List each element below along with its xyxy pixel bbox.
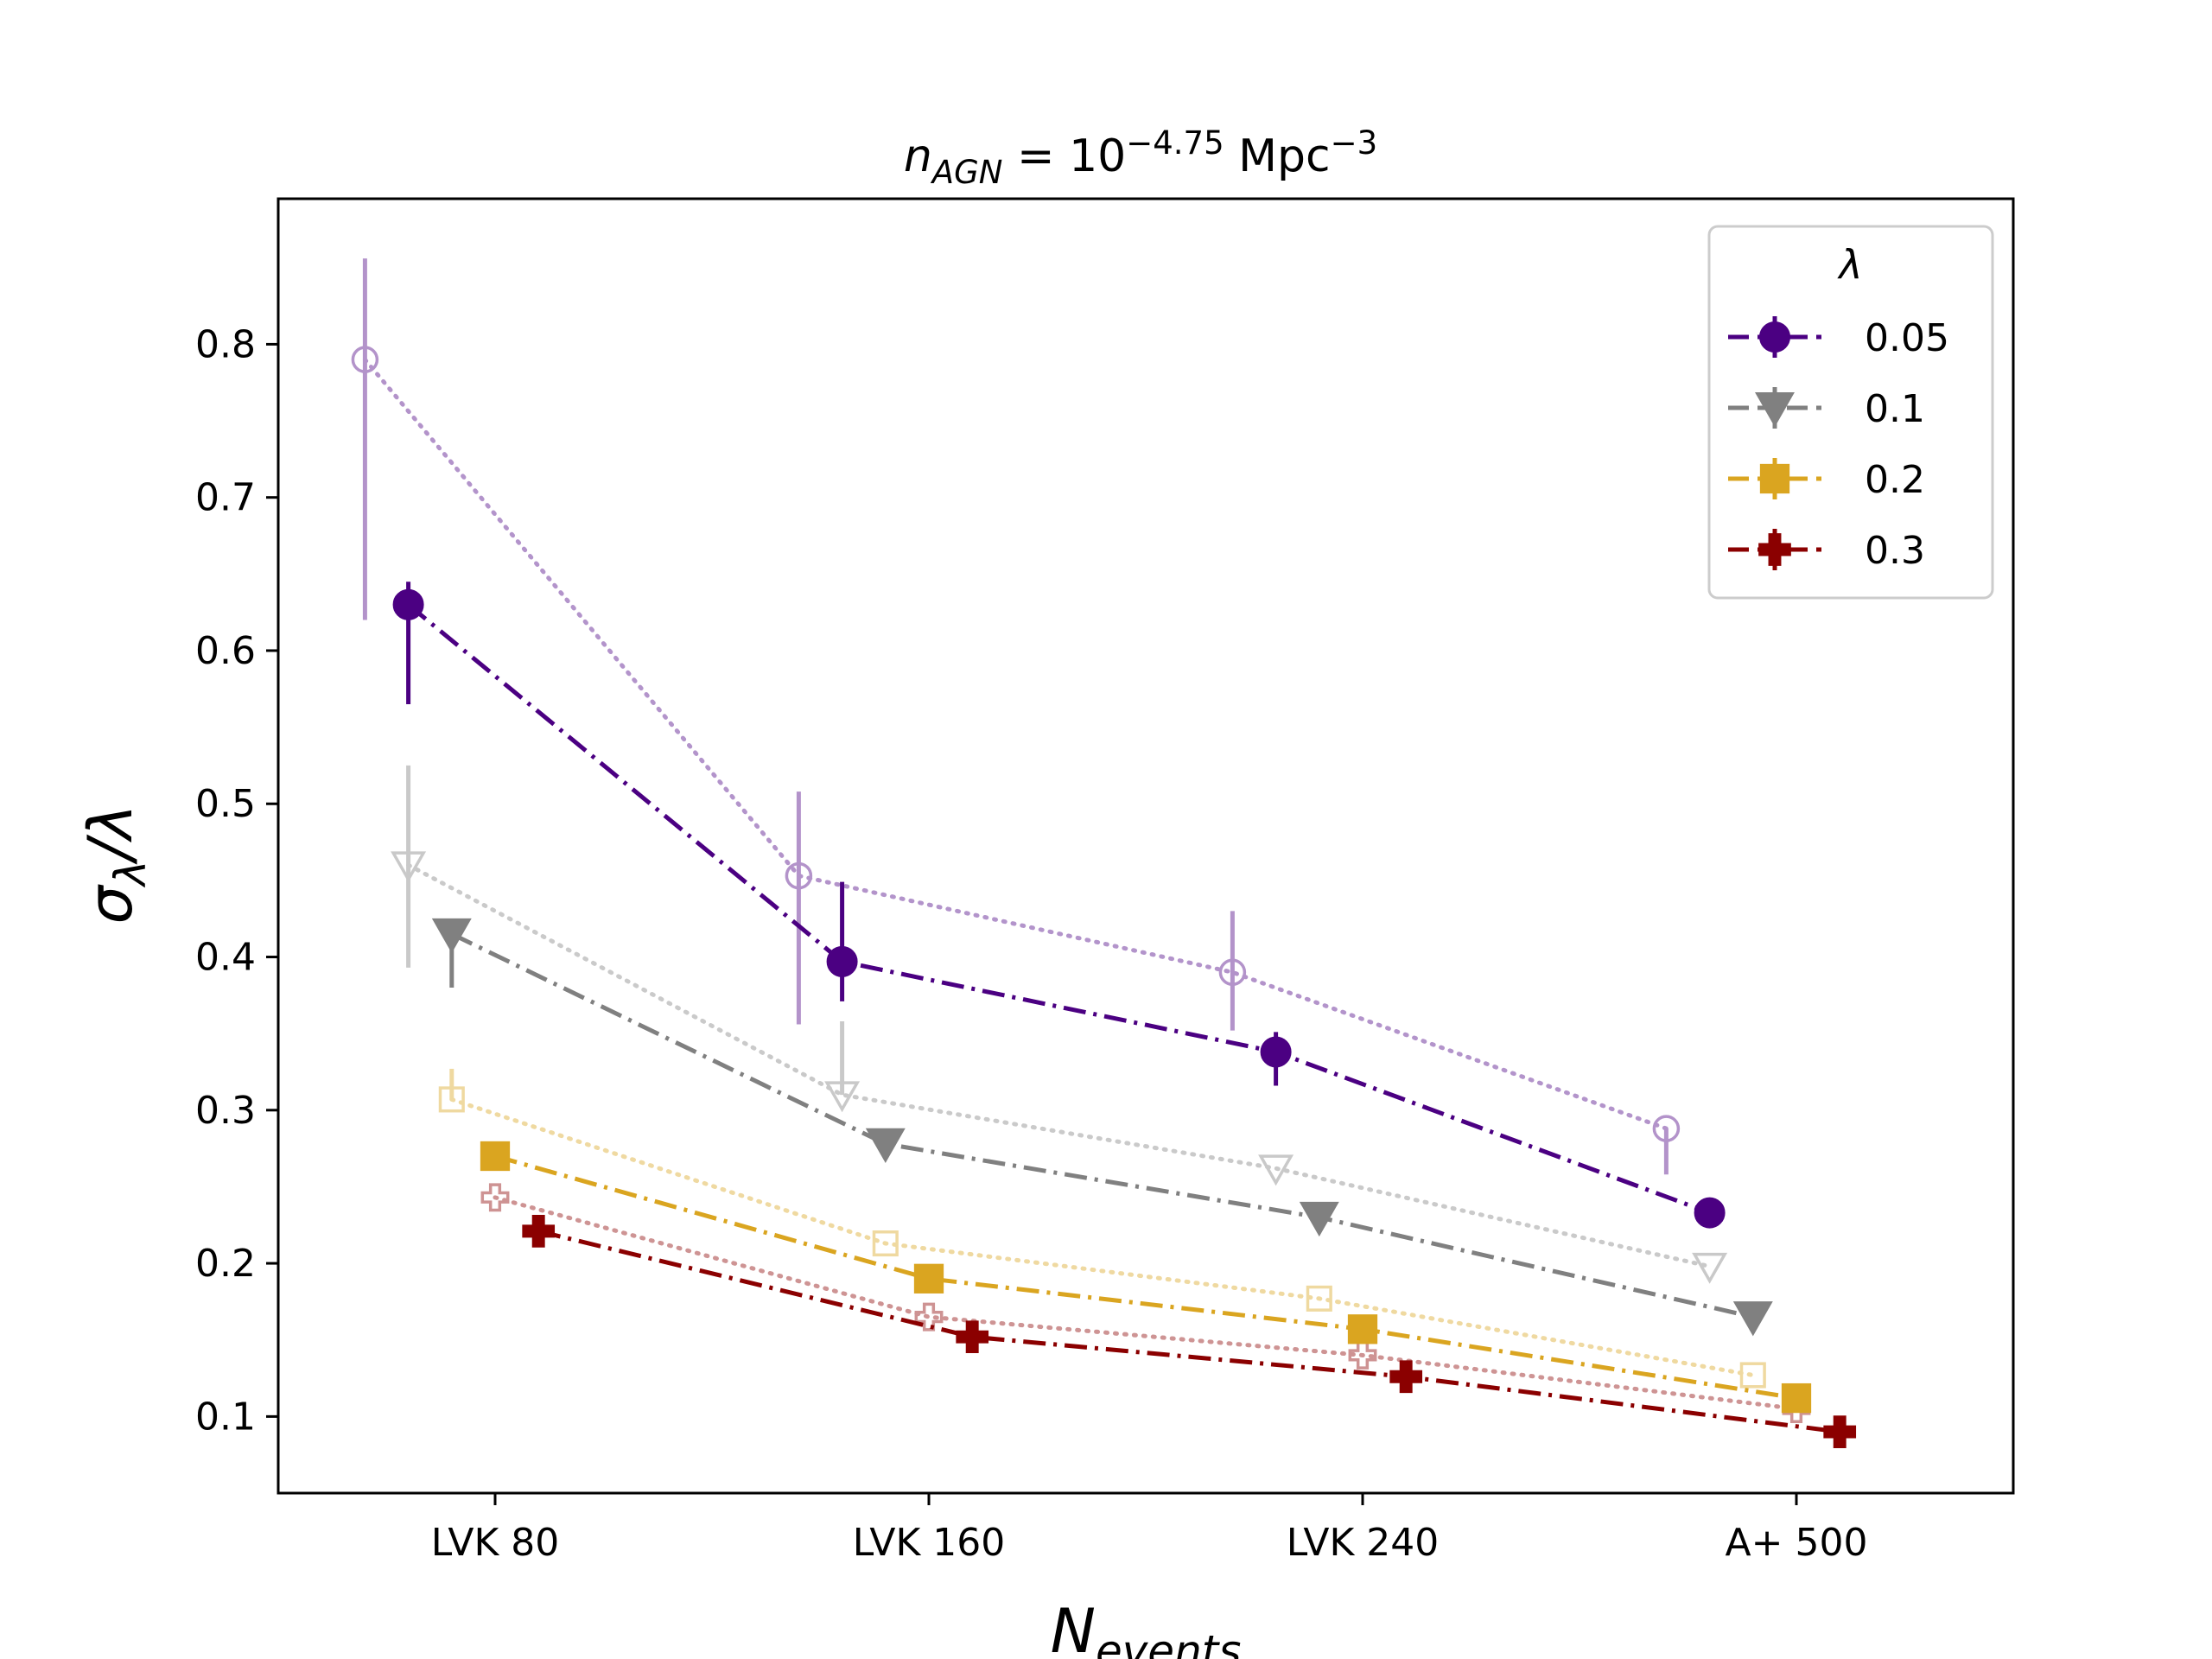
series-0.2 <box>480 1141 1812 1414</box>
faded-point <box>914 1302 944 1332</box>
data-point <box>522 1215 556 1248</box>
plot-frame <box>276 197 2015 1495</box>
faded-point <box>438 1086 465 1113</box>
title-n: n <box>904 130 932 182</box>
y-tick-label: 0.2 <box>195 1242 256 1286</box>
data-point <box>431 918 472 954</box>
data-point <box>826 945 858 977</box>
faded-series-0.05 <box>351 258 1681 1175</box>
legend-marker <box>1759 321 1790 353</box>
data-point <box>1299 1201 1339 1237</box>
series-line <box>407 602 1711 1215</box>
x-tick-label: LVK 80 <box>431 1521 560 1565</box>
data-point <box>1260 1036 1292 1068</box>
data-point <box>956 1320 989 1354</box>
legend-label: 0.1 <box>1865 387 1925 431</box>
faded-series-line <box>406 862 1713 1269</box>
data-point <box>1732 1301 1773 1337</box>
data-point <box>913 1263 944 1294</box>
faded-point <box>824 1081 861 1113</box>
faded-point <box>351 346 379 373</box>
faded-point <box>391 851 427 883</box>
faded-point <box>1739 1362 1766 1389</box>
x-tick-label: LVK 160 <box>853 1521 1006 1565</box>
data-point <box>865 1128 906 1164</box>
legend-label: 0.3 <box>1865 529 1925 573</box>
faded-point <box>480 1183 510 1212</box>
faded-series-layer <box>351 258 1811 1423</box>
solid-series-layer <box>392 582 1857 1448</box>
chart-title: nAGN = 10−4.75 Mpc−3 <box>904 124 1377 191</box>
faded-series-line <box>362 357 1669 1131</box>
legend-entry-0.3: 0.3 <box>1728 529 1925 573</box>
legend-marker <box>1755 392 1795 428</box>
faded-series-0.2 <box>438 1068 1766 1389</box>
title-unit: Mpc <box>1224 130 1331 182</box>
y-axis: 0.1 0.2 0.3 0.4 0.5 0.6 0.7 0.8 <box>195 322 278 1439</box>
y-tick-label: 0.8 <box>195 322 256 366</box>
faded-series-0.1 <box>391 765 1728 1284</box>
legend-label: 0.2 <box>1865 458 1925 502</box>
y-axis-label: σλ/λ <box>75 804 156 925</box>
faded-point <box>1258 1154 1294 1186</box>
series-line <box>450 931 1754 1319</box>
legend-label: 0.05 <box>1865 316 1949 360</box>
legend-entry-0.2: 0.2 <box>1728 458 1925 502</box>
series-0.05 <box>392 582 1726 1229</box>
y-tick-label: 0.1 <box>195 1395 256 1439</box>
legend-items: 0.05 0.1 0.2 0.3 <box>1728 316 1949 573</box>
title-sub: AGN <box>931 154 1003 191</box>
legend-marker <box>1759 463 1790 494</box>
legend-entry-0.1: 0.1 <box>1728 387 1925 431</box>
legend-title: λ <box>1836 241 1862 288</box>
y-tick-label: 0.5 <box>195 782 256 826</box>
title-exp: −4.75 <box>1126 124 1224 162</box>
faded-point <box>872 1230 899 1257</box>
series-line <box>494 1154 1797 1401</box>
data-point <box>1781 1382 1812 1414</box>
legend: λ 0.05 0.1 0.2 0.3 <box>1707 225 1994 600</box>
title-mid: = 10 <box>1002 130 1126 182</box>
faded-point <box>1692 1252 1728 1284</box>
faded-point <box>1652 1115 1681 1142</box>
x-tick-label: A+ 500 <box>1726 1521 1868 1565</box>
x-axis: LVK 80 LVK 160 LVK 240 A+ 500 <box>431 1493 1868 1565</box>
data-point <box>1823 1415 1857 1448</box>
faded-point <box>1306 1285 1332 1312</box>
faded-series-line <box>493 1195 1799 1411</box>
svg-text:nAGN = 10−4.75 Mpc−3: nAGN = 10−4.75 Mpc−3 <box>904 124 1377 191</box>
data-point <box>1694 1197 1726 1229</box>
x-tick-label: LVK 240 <box>1287 1521 1440 1565</box>
y-tick-label: 0.3 <box>195 1089 256 1133</box>
faded-point <box>785 861 813 890</box>
title-unit-exp: −3 <box>1331 124 1378 162</box>
legend-box <box>1707 225 1994 600</box>
y-tick-label: 0.4 <box>195 936 256 980</box>
data-point <box>392 588 424 620</box>
faded-point <box>1348 1340 1377 1370</box>
data-point <box>1347 1314 1378 1344</box>
y-tick-label: 0.7 <box>195 476 256 520</box>
data-point <box>480 1141 511 1172</box>
data-point <box>1389 1360 1423 1394</box>
y-tick-label: 0.6 <box>195 629 256 673</box>
series-line <box>537 1229 1840 1434</box>
series-0.3 <box>522 1215 1857 1448</box>
x-axis-label: Nevents <box>1051 1596 1242 1659</box>
legend-entry-0.05: 0.05 <box>1728 316 1949 360</box>
legend-marker <box>1758 533 1791 566</box>
faded-series-line <box>449 1096 1756 1377</box>
series-0.1 <box>431 918 1773 1337</box>
faded-point <box>1218 958 1247 987</box>
